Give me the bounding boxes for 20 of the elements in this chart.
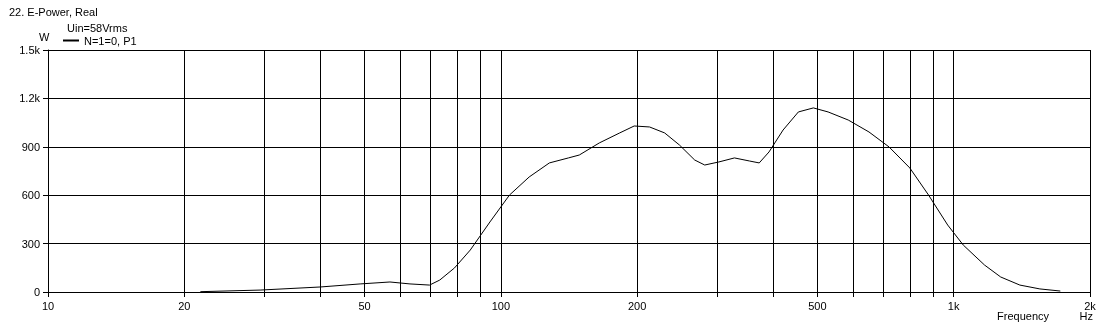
chart-title: 22. E-Power, Real [9, 5, 98, 18]
x-tick-label: 200 [627, 299, 647, 312]
x-tick-label: 2k [1084, 299, 1097, 312]
y-tick-label: 300 [21, 237, 40, 250]
text: Hz [1079, 309, 1094, 322]
x-tick-label: 1k [947, 299, 960, 312]
chart-subtitle: Uin=58Vrms [67, 21, 128, 34]
x-tick-label: 100 [491, 299, 511, 312]
y-tick-label: 0 [33, 286, 40, 298]
y-axis-title: W [39, 30, 50, 43]
y-tick-label: 900 [21, 140, 40, 153]
x-tick-label: 10 [41, 299, 55, 312]
x-axis-title: Frequency [997, 309, 1050, 322]
y-tick-label: 600 [21, 189, 40, 202]
y-tick-label: 1.2k [19, 92, 41, 105]
legend-label: N=1=0, P1 [84, 34, 137, 47]
x-tick-label: 50 [358, 299, 371, 312]
x-tick-label: 500 [808, 299, 827, 312]
y-tick-label: 1.5k [19, 44, 41, 56]
x-tick-label: 20 [178, 299, 191, 312]
